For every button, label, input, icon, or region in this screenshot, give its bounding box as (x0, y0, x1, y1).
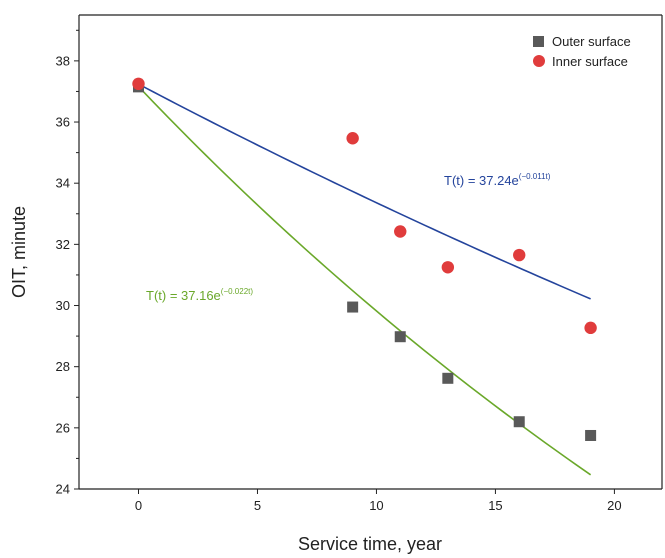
legend: Outer surface Inner surface (533, 34, 631, 69)
inner-fit-equation-exponent: (−0.011t) (519, 172, 551, 181)
outer-fit-equation-exponent: (−0.022t) (221, 287, 254, 296)
legend-marker-inner-surface (533, 55, 545, 67)
x-axis-title: Service time, year (298, 534, 442, 554)
x-tick-label: 10 (369, 498, 383, 513)
y-tick-label: 26 (56, 420, 70, 435)
y-tick-label: 34 (56, 176, 70, 191)
inner-surface-point (346, 132, 359, 145)
plot-frame (78, 14, 663, 490)
inner-surface-point (513, 248, 526, 262)
inner-fit-equation-main: T(t) = 37.24e (444, 173, 519, 188)
outer-surface-point (585, 429, 597, 441)
outer-surface-point (513, 416, 525, 428)
fit-curves (137, 83, 592, 476)
inner-surface-point (132, 77, 145, 91)
x-tick-label: 5 (254, 498, 261, 513)
legend-marker-outer-surface (533, 36, 544, 47)
y-tick-label: 24 (56, 482, 70, 497)
outer-surface-point (394, 331, 406, 343)
x-ticks: 0 5 10 15 20 (135, 489, 622, 513)
outer-surface-point (347, 301, 359, 313)
y-axis-title: OIT, minute (9, 206, 29, 298)
inner-surface-point (441, 261, 455, 274)
outer-fit-equation-main: T(t) = 37.16e (146, 288, 221, 303)
y-ticks: 24 26 28 30 32 34 36 38 (56, 29, 79, 497)
inner-surface-fit-curve (138, 83, 591, 300)
inner-fit-equation: T(t) = 37.24e(−0.011t) (444, 172, 551, 188)
x-tick-label: 15 (488, 498, 502, 513)
legend-label-inner-surface: Inner surface (552, 54, 628, 69)
x-tick-label: 20 (607, 498, 621, 513)
x-tick-label: 0 (135, 498, 142, 513)
data-points (132, 77, 597, 441)
outer-fit-equation: T(t) = 37.16e(−0.022t) (146, 287, 253, 303)
y-tick-label: 32 (56, 237, 70, 252)
legend-label-outer-surface: Outer surface (552, 34, 631, 49)
y-tick-label: 30 (56, 298, 70, 313)
inner-surface-point (584, 321, 597, 335)
outer-surface-point (442, 372, 454, 384)
y-tick-label: 38 (56, 53, 70, 68)
y-tick-label: 36 (56, 115, 70, 130)
inner-surface-point (394, 225, 407, 238)
y-tick-label: 28 (56, 359, 70, 374)
